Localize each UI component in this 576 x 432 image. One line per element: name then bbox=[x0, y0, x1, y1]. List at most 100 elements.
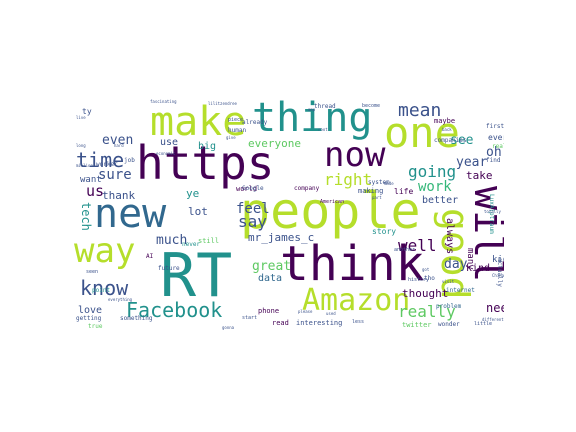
word-human: human bbox=[228, 127, 247, 134]
word-little: little bbox=[474, 321, 493, 327]
word-people: people bbox=[240, 182, 421, 240]
word-much: much bbox=[156, 233, 188, 248]
word-rt: RT bbox=[160, 241, 233, 311]
word-great: great bbox=[252, 259, 292, 274]
word-lilitzendree: lilitzendree bbox=[208, 101, 237, 106]
word-us: us bbox=[86, 182, 105, 200]
word-internet: internet bbox=[446, 287, 475, 294]
word-long: long bbox=[76, 143, 86, 148]
word-really: really bbox=[398, 302, 456, 321]
word-back: back bbox=[442, 127, 452, 132]
word-twitter: twitter bbox=[402, 321, 432, 329]
word-phone: phone bbox=[258, 307, 280, 315]
word-think: think bbox=[280, 236, 425, 292]
word-facebook: Facebook bbox=[126, 298, 223, 322]
word-another: another bbox=[394, 247, 416, 253]
word-take: take bbox=[466, 169, 493, 182]
word-seen: seen bbox=[86, 269, 99, 275]
word-companies: companies bbox=[434, 137, 467, 144]
word-lot: lot bbox=[188, 205, 208, 218]
word-well: well bbox=[398, 236, 437, 255]
word-amp: amp bbox=[308, 107, 316, 112]
word-need: need bbox=[486, 301, 504, 315]
word-time: time bbox=[76, 148, 125, 172]
word-read: read bbox=[272, 319, 289, 327]
word-ai: AI bbox=[146, 253, 154, 260]
word-economic: economic bbox=[156, 151, 176, 156]
word-now: now bbox=[324, 135, 386, 175]
word-job: job bbox=[124, 157, 135, 164]
word-year: year bbox=[456, 155, 488, 170]
word-data: data bbox=[258, 273, 283, 284]
word-find: find bbox=[486, 157, 501, 164]
word-interesting: interesting bbox=[296, 319, 343, 327]
word-china: China bbox=[492, 273, 504, 278]
word-company: company bbox=[294, 185, 320, 192]
word-every: every bbox=[488, 133, 504, 142]
word-life: life bbox=[394, 187, 414, 196]
word-getting: getting bbox=[76, 315, 102, 322]
word-already: already bbox=[242, 119, 268, 126]
word-visit: visit bbox=[442, 279, 455, 284]
word-american: American bbox=[320, 199, 345, 205]
word-future: future bbox=[158, 265, 180, 272]
word-thread: thread bbox=[314, 103, 336, 110]
word-everything: everything bbox=[108, 297, 133, 302]
word-cloud: https people RT think make thing one new… bbox=[72, 98, 504, 334]
word-less: less bbox=[352, 319, 365, 325]
word-know: know bbox=[80, 276, 129, 300]
word-always: always bbox=[444, 218, 455, 255]
word-root: root bbox=[318, 127, 328, 132]
word-made: made bbox=[384, 181, 394, 186]
word-story: story bbox=[372, 227, 397, 236]
word-give: give bbox=[226, 135, 236, 140]
word-live: live bbox=[76, 115, 86, 120]
word-history: history bbox=[408, 277, 430, 283]
word-fascinating: fascinating bbox=[150, 99, 177, 104]
word-want: want bbox=[80, 175, 102, 185]
word-big: big bbox=[198, 141, 217, 152]
word-real: real bbox=[492, 143, 504, 150]
word-piece: piece bbox=[228, 117, 244, 123]
word-ye: ye bbox=[186, 187, 200, 200]
word-way: way bbox=[74, 231, 136, 271]
word-oh: oh bbox=[486, 145, 502, 160]
word-first: first bbox=[486, 123, 504, 130]
word-https: https bbox=[136, 136, 275, 190]
word-thing: thing bbox=[252, 98, 373, 141]
word-got: got bbox=[422, 267, 430, 272]
word-system: system bbox=[368, 179, 390, 186]
word-something: something bbox=[120, 315, 153, 322]
word-going: going bbox=[408, 162, 457, 181]
word-gonna: gonna bbox=[222, 325, 235, 330]
word-used: used bbox=[326, 311, 336, 316]
word-different: different bbox=[482, 317, 504, 322]
word-thank: thank bbox=[102, 189, 136, 202]
word-please: please bbox=[298, 309, 313, 314]
word-even: even bbox=[102, 133, 134, 148]
word-world: world bbox=[236, 185, 258, 193]
word-love: love bbox=[78, 305, 103, 316]
word-kid: kid bbox=[492, 255, 504, 265]
word-still: still bbox=[198, 237, 220, 245]
word-tho: tho bbox=[424, 275, 435, 282]
word-mr-james-c: mr_james_c bbox=[248, 231, 315, 244]
word-google: Google bbox=[242, 185, 264, 192]
word-thought: thought bbox=[402, 287, 449, 300]
word-make: make bbox=[150, 99, 247, 145]
word-everyone: everyone bbox=[248, 137, 301, 150]
word-wonder: wonder bbox=[438, 321, 460, 328]
word-feel: feel bbox=[236, 201, 270, 217]
word-hard: hard bbox=[114, 143, 124, 148]
word-never: never bbox=[182, 241, 201, 248]
word-ty: ty bbox=[82, 107, 92, 116]
word-true: true bbox=[88, 323, 103, 330]
word-worker: worker bbox=[96, 161, 118, 168]
word-say: say bbox=[238, 212, 267, 231]
word-one: one bbox=[384, 108, 460, 157]
word-new: new bbox=[94, 191, 167, 237]
word-totally: totally bbox=[484, 209, 501, 214]
word-part: part bbox=[372, 195, 382, 200]
word-start: start bbox=[242, 315, 258, 321]
word-become: become bbox=[362, 103, 381, 109]
